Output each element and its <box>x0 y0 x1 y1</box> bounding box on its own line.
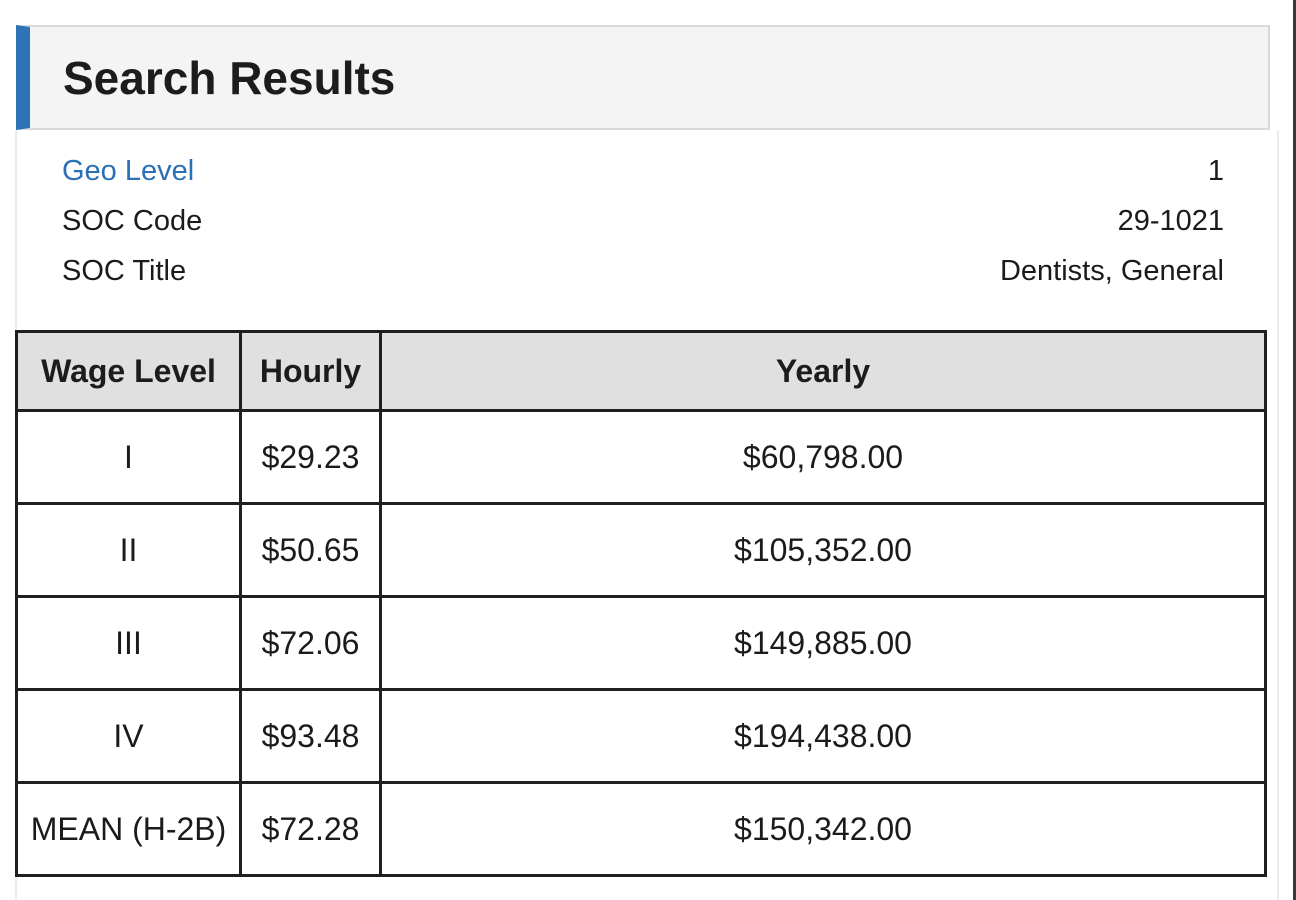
hourly-cell: $72.06 <box>239 595 382 691</box>
yearly-cell: $149,885.00 <box>379 595 1267 691</box>
table-row: III $72.06 $149,885.00 <box>15 595 1267 691</box>
column-header-wage-level: Wage Level <box>15 330 242 412</box>
column-header-hourly: Hourly <box>239 330 382 412</box>
wage-level-cell: I <box>15 409 242 505</box>
wage-level-cell: IV <box>15 688 242 784</box>
table-row: II $50.65 $105,352.00 <box>15 502 1267 598</box>
hourly-cell: $72.28 <box>239 781 382 877</box>
result-summary: Geo Level 1 SOC Code 29-1021 SOC Title D… <box>16 146 1270 296</box>
column-header-yearly: Yearly <box>379 330 1267 412</box>
wage-table-body: I $29.23 $60,798.00 II $50.65 $105,352.0… <box>15 409 1267 877</box>
hourly-cell: $50.65 <box>239 502 382 598</box>
wage-level-cell: II <box>15 502 242 598</box>
hourly-cell: $29.23 <box>239 409 382 505</box>
table-row: MEAN (H-2B) $72.28 $150,342.00 <box>15 781 1267 877</box>
yearly-cell: $105,352.00 <box>379 502 1267 598</box>
geo-level-value: 1 <box>1207 155 1224 187</box>
table-header-row: Wage Level Hourly Yearly <box>15 330 1267 412</box>
summary-row-geo-level: Geo Level 1 <box>62 146 1224 196</box>
table-row: I $29.23 $60,798.00 <box>15 409 1267 505</box>
search-results-header-card: Search Results <box>16 25 1270 130</box>
soc-code-label: SOC Code <box>62 205 203 237</box>
soc-title-label: SOC Title <box>62 255 187 287</box>
window-right-edge <box>1293 0 1296 900</box>
wage-level-cell: III <box>15 595 242 691</box>
yearly-cell: $194,438.00 <box>379 688 1267 784</box>
summary-row-soc-code: SOC Code 29-1021 <box>62 196 1224 246</box>
geo-level-link[interactable]: Geo Level <box>62 155 195 187</box>
wage-results-table: Wage Level Hourly Yearly I $29.23 $60,79… <box>15 330 1267 877</box>
soc-code-value: 29-1021 <box>1117 205 1224 237</box>
soc-title-value: Dentists, General <box>999 255 1224 287</box>
yearly-cell: $60,798.00 <box>379 409 1267 505</box>
table-row: IV $93.48 $194,438.00 <box>15 688 1267 784</box>
summary-row-soc-title: SOC Title Dentists, General <box>62 246 1224 296</box>
page-title: Search Results <box>63 51 396 104</box>
wage-table-header: Wage Level Hourly Yearly <box>15 330 1267 412</box>
wage-level-cell: MEAN (H-2B) <box>15 781 242 877</box>
hourly-cell: $93.48 <box>239 688 382 784</box>
yearly-cell: $150,342.00 <box>379 781 1267 877</box>
